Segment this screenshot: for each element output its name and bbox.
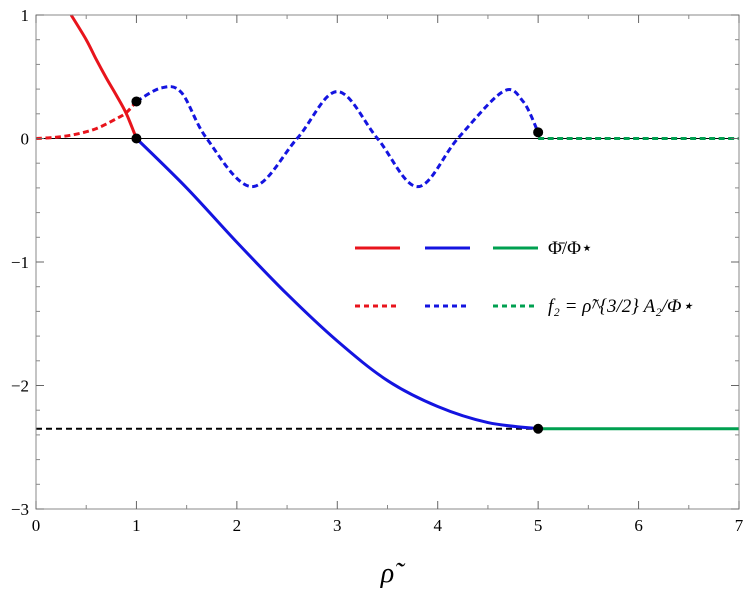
legend-label-solid: Φ̄/Φ⋆ bbox=[548, 238, 593, 259]
y-tick-label: 0 bbox=[21, 130, 30, 149]
series-layer bbox=[35, 14, 739, 431]
plot-frame bbox=[35, 14, 740, 510]
series-red-solid-line bbox=[69, 14, 138, 140]
y-tick-label: −2 bbox=[11, 377, 29, 396]
legend: Φ̄/Φ⋆ f₂ = ρ̃^{3/2} A₂/Φ⋆ bbox=[355, 238, 694, 317]
x-tick-label: 1 bbox=[132, 516, 141, 535]
marker-point-0 bbox=[131, 96, 142, 107]
legend-label-dashed: f₂ = ρ̃^{3/2} A₂/Φ⋆ bbox=[548, 296, 694, 317]
x-tick-label: 6 bbox=[634, 516, 643, 535]
x-axis-label: ρ̃ bbox=[380, 558, 406, 589]
y-tick-label: −3 bbox=[11, 500, 29, 519]
x-tick-label: 7 bbox=[735, 516, 744, 535]
x-tick-label: 4 bbox=[433, 516, 442, 535]
marker-point-2 bbox=[533, 127, 544, 138]
x-tick-label: 5 bbox=[534, 516, 543, 535]
x-tick-label: 3 bbox=[333, 516, 342, 535]
series-blue-solid-line bbox=[135, 137, 539, 431]
marker-point-3 bbox=[533, 423, 544, 434]
series-blue-dashed-line bbox=[135, 85, 540, 189]
marker-point-1 bbox=[131, 133, 142, 144]
x-tick-label: 0 bbox=[32, 516, 41, 535]
x-tick-label: 2 bbox=[233, 516, 242, 535]
marker-layer bbox=[131, 96, 544, 434]
y-tick-label: −1 bbox=[11, 253, 29, 272]
series-red-dashed-line bbox=[35, 100, 138, 140]
y-tick-label: 1 bbox=[21, 6, 30, 25]
tick-layer: 0 1 2 3 4 5 6 7 1 0 −1 −2 −3 bbox=[11, 6, 744, 535]
